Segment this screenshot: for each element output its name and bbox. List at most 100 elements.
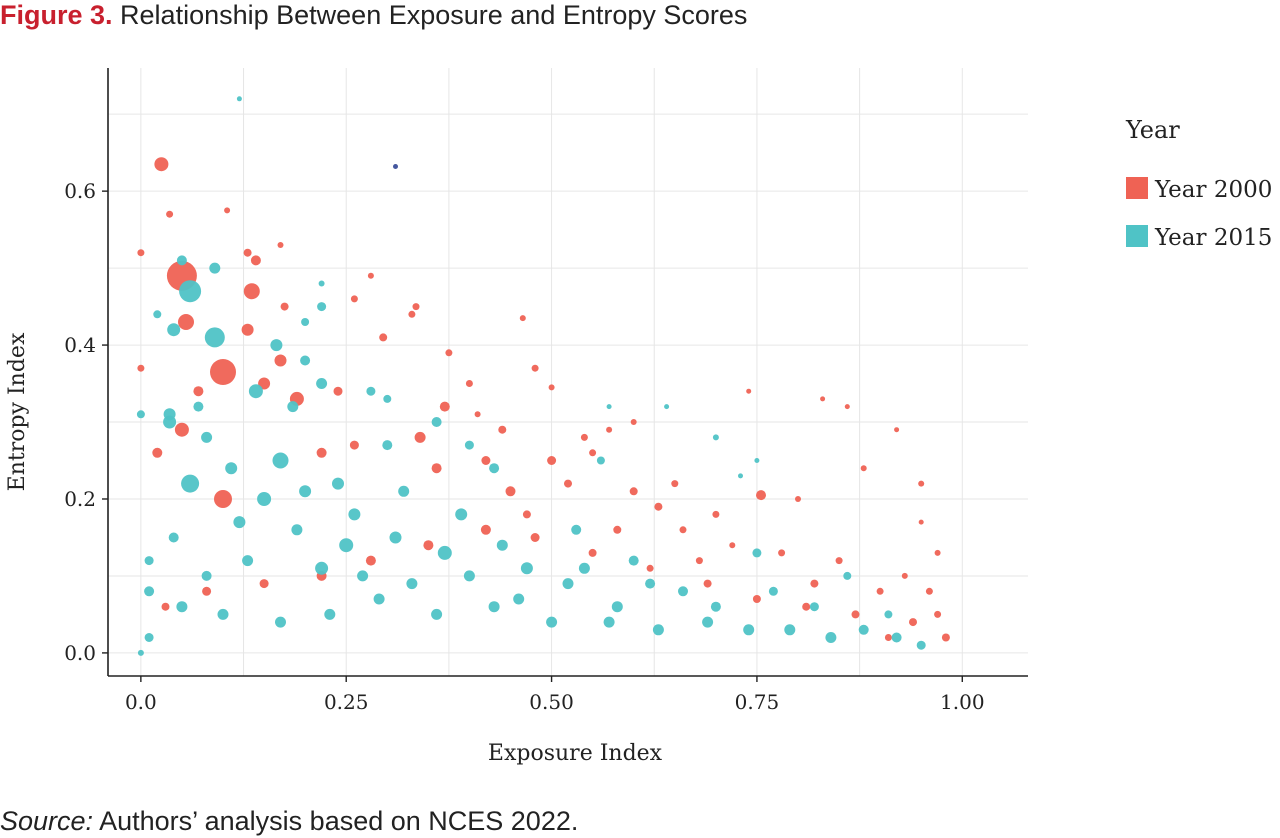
point-year-2015 [316,378,328,389]
point-year-2015 [272,452,289,469]
point-year-2000 [379,333,388,342]
point-outlier [393,164,398,169]
y-tick-label: 0.6 [64,179,96,203]
point-year-2015 [144,633,154,642]
point-year-2015 [181,474,200,493]
point-year-2015 [398,485,410,497]
point-year-2015 [578,562,590,574]
x-tick-label: 0.75 [735,690,780,714]
point-year-2015 [702,616,714,628]
point-year-2015 [520,562,533,575]
point-year-2000 [480,524,491,535]
point-year-2000 [844,404,850,410]
figure-number: Figure 3. [0,0,113,30]
x-tick-label: 1.00 [940,690,985,714]
point-year-2015 [144,556,154,566]
grid-lines [108,68,1028,676]
point-year-2015 [455,508,468,521]
point-year-2000 [333,386,343,396]
point-year-2015 [209,262,221,274]
point-year-2015 [858,624,869,635]
point-year-2015 [168,532,179,543]
y-tick-label: 0.0 [64,641,96,665]
point-year-2015 [431,417,442,427]
point-year-2015 [652,624,664,636]
point-year-2000 [901,572,908,579]
point-year-2015 [136,410,145,419]
point-year-2000 [588,548,597,557]
point-year-2015 [437,545,452,560]
axes [107,68,1028,677]
point-year-2000 [613,525,622,534]
point-year-2015 [489,463,500,474]
point-year-2015 [248,384,263,399]
point-year-2015 [233,516,246,529]
scatter-chart: 0.0 0.25 0.50 0.75 1.00 0.0 0.2 0.4 0.6 Exposure… [5,68,1272,766]
source-note: Source: Authors’ analysis based on NCES … [0,804,578,838]
point-year-2000 [522,510,531,519]
point-year-2000 [224,207,231,214]
point-year-2000 [241,323,254,336]
point-year-2000 [671,480,679,488]
point-year-2000 [250,255,261,266]
point-year-2000 [350,295,358,303]
figure-title: Figure 3. Relationship Between Exposure … [0,0,747,30]
point-year-2000 [851,610,860,619]
point-year-2015 [242,555,254,567]
point-year-2015 [179,280,202,303]
point-year-2015 [710,601,721,612]
point-year-2015 [317,302,327,312]
point-year-2000 [646,564,654,572]
point-year-2000 [548,384,555,391]
point-year-2000 [214,490,232,508]
point-year-2015 [463,570,475,582]
point-year-2000 [802,602,811,611]
point-year-2000 [137,249,145,257]
point-year-2000 [161,602,170,611]
point-year-2000 [277,242,284,248]
point-year-2015 [546,616,558,628]
point-year-2000 [835,557,843,565]
point-year-2000 [606,426,613,433]
series-year-2000 [137,157,950,642]
point-year-2000 [795,496,801,502]
point-year-2015 [825,632,837,643]
point-year-2015 [163,408,176,421]
point-year-2000 [258,377,271,390]
figure-title-text: Relationship Between Exposure and Entrop… [120,0,748,30]
point-year-2015 [571,524,582,535]
point-year-2000 [152,447,163,458]
point-year-2015 [562,578,574,590]
point-year-2015 [754,458,760,463]
tick-labels: 0.0 0.25 0.50 0.75 1.00 0.0 0.2 0.4 0.6 [64,179,984,714]
point-year-2015 [348,508,361,521]
point-year-2000 [408,310,416,318]
point-year-2015 [176,601,188,613]
point-year-2000 [274,354,287,367]
point-year-2015 [144,586,155,597]
point-year-2015 [137,649,144,656]
series-year-2015 [136,96,926,656]
x-tick-label: 0.0 [125,690,157,714]
point-year-2000 [894,427,900,433]
point-year-2015 [332,477,344,490]
point-year-2000 [580,433,588,441]
point-year-2000 [564,479,572,488]
point-year-2000 [589,449,597,457]
point-year-2015 [382,440,393,451]
point-year-2015 [383,394,392,403]
point-year-2015 [373,593,385,605]
point-year-2000 [367,272,374,279]
point-year-2015 [678,586,688,597]
point-year-2000 [531,364,539,372]
point-year-2015 [843,571,852,580]
point-year-2000 [137,364,145,372]
y-tick-label: 0.2 [64,487,96,511]
point-year-2000 [445,349,453,357]
point-year-2000 [778,549,786,557]
source-label: Source: [0,806,94,836]
source-text: Authors’ analysis based on NCES 2022. [99,806,579,836]
point-year-2000 [630,419,637,425]
point-year-2015 [201,570,212,581]
point-year-2015 [299,485,312,498]
